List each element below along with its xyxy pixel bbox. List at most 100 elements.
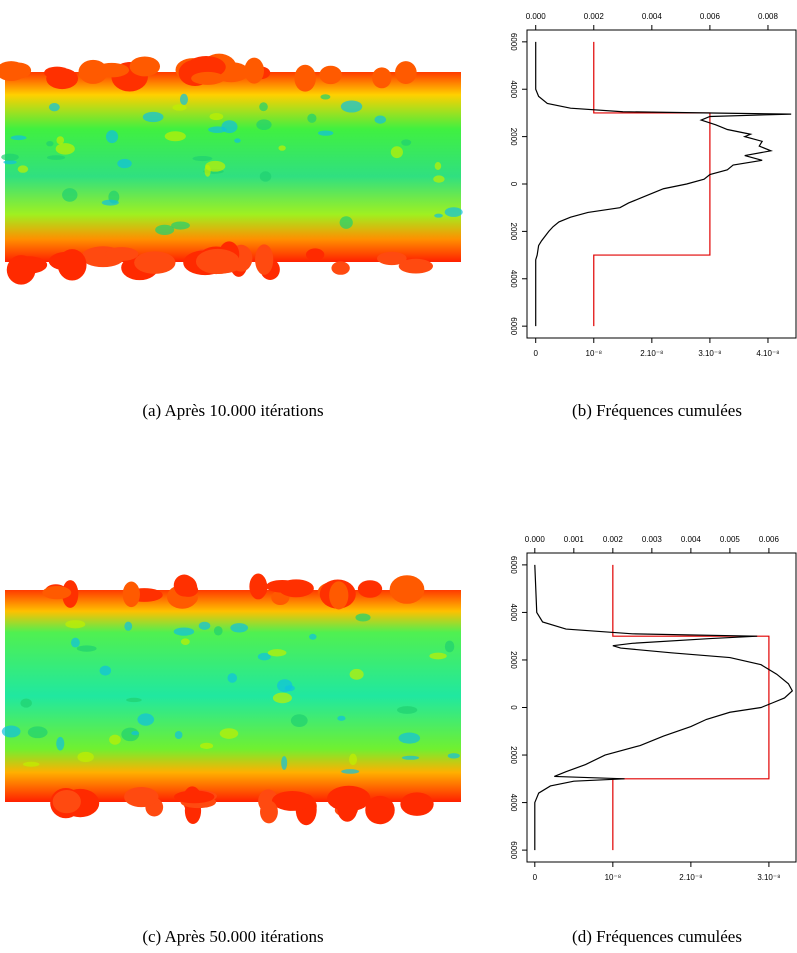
- vortex: [10, 135, 27, 141]
- vortex: [290, 714, 308, 727]
- vortex: [131, 730, 139, 736]
- vortex: [164, 131, 186, 142]
- vortex: [341, 769, 360, 774]
- y-tick-label: 2000: [509, 651, 518, 669]
- simulation-image: [0, 53, 463, 285]
- plume: [327, 785, 371, 812]
- y-tick-label: 4000: [509, 80, 518, 98]
- vortex: [117, 158, 132, 169]
- vortex: [309, 633, 317, 640]
- vortex: [173, 627, 195, 636]
- plume: [266, 579, 299, 593]
- vortex: [444, 640, 455, 653]
- plume: [122, 581, 140, 608]
- y-tick-label: 2000: [509, 128, 518, 146]
- x2-tick-label: 0.002: [603, 535, 624, 544]
- vortex: [219, 728, 239, 739]
- vortex: [23, 761, 40, 767]
- plume: [6, 255, 36, 285]
- plume: [129, 56, 161, 77]
- vortex: [46, 155, 66, 160]
- plume: [52, 789, 81, 814]
- x2-tick-label: 0.000: [526, 12, 547, 21]
- plume: [57, 249, 87, 281]
- y-tick-label: 0: [509, 182, 518, 187]
- vortex: [267, 649, 287, 657]
- vortex: [272, 692, 292, 704]
- x2-tick-label: 0.006: [759, 535, 780, 544]
- plume: [400, 792, 434, 816]
- vortex: [374, 115, 387, 124]
- y-tick-label: 6000: [509, 841, 518, 859]
- plume: [389, 575, 425, 604]
- x-tick-label: 2.10⁻⁸: [679, 873, 702, 882]
- plume: [250, 577, 268, 598]
- x2-tick-label: 0.001: [564, 535, 585, 544]
- vortex: [3, 160, 17, 165]
- y-tick-label: 2000: [509, 222, 518, 240]
- plume: [104, 247, 139, 261]
- vortex: [209, 113, 224, 121]
- vortex: [55, 143, 75, 155]
- vortex: [200, 742, 214, 749]
- vortex: [208, 126, 227, 133]
- vortex: [398, 732, 421, 744]
- vortex: [62, 188, 78, 202]
- vortex: [390, 146, 403, 159]
- x2-tick-label: 0.000: [525, 535, 546, 544]
- vortex: [1, 153, 19, 161]
- vortex: [444, 207, 463, 217]
- plume: [271, 791, 313, 811]
- plume: [305, 248, 325, 261]
- plume: [186, 56, 226, 79]
- plume: [357, 580, 383, 598]
- vortex: [126, 697, 142, 703]
- plume: [244, 57, 265, 84]
- vortex: [56, 736, 65, 751]
- x-tick-label: 10⁻⁸: [586, 349, 603, 358]
- plume: [331, 261, 350, 275]
- vortex: [227, 673, 238, 683]
- vortex: [137, 713, 155, 726]
- series-line: [612, 564, 770, 851]
- vortex: [65, 620, 86, 629]
- vortex: [198, 621, 211, 630]
- y-tick-label: 4000: [509, 794, 518, 812]
- vortex: [337, 715, 346, 721]
- y-tick-label: 2000: [509, 746, 518, 764]
- chart: 6000 4000 2000 0 2000 4000 6000 0 10⁻⁸ 2.10⁻⁸ 3.10…: [509, 12, 797, 358]
- vortex: [17, 165, 29, 173]
- vortex: [397, 706, 418, 714]
- vortex: [234, 138, 241, 143]
- vortex: [76, 645, 97, 652]
- caption: (b) Fréquences cumulées: [572, 401, 742, 420]
- x2-tick-label: 0.006: [700, 12, 721, 21]
- vortex: [105, 130, 119, 144]
- plume: [255, 244, 274, 275]
- vortex: [77, 751, 94, 763]
- vortex: [204, 164, 211, 177]
- series-line: [535, 41, 792, 327]
- turbulence-band: [5, 72, 461, 262]
- vortex: [256, 119, 272, 131]
- vortex: [277, 679, 293, 693]
- plume: [42, 586, 72, 600]
- vortex: [172, 104, 187, 111]
- y-tick-label: 4000: [509, 270, 518, 288]
- x-tick-label: 0: [533, 873, 538, 882]
- vortex: [401, 755, 420, 760]
- vortex: [142, 111, 164, 123]
- vortex: [434, 162, 442, 170]
- plume: [319, 65, 342, 85]
- plot-frame: [526, 29, 797, 339]
- vortex: [307, 113, 317, 123]
- chart: 6000 4000 2000 0 2000 4000 6000 0 10⁻⁸ 2.10⁻⁸ 3.10…: [509, 535, 797, 882]
- plume: [0, 61, 27, 82]
- series-line: [534, 564, 794, 851]
- vortex: [259, 102, 268, 112]
- plume: [294, 64, 316, 92]
- vortex: [429, 652, 447, 660]
- plume: [124, 786, 159, 808]
